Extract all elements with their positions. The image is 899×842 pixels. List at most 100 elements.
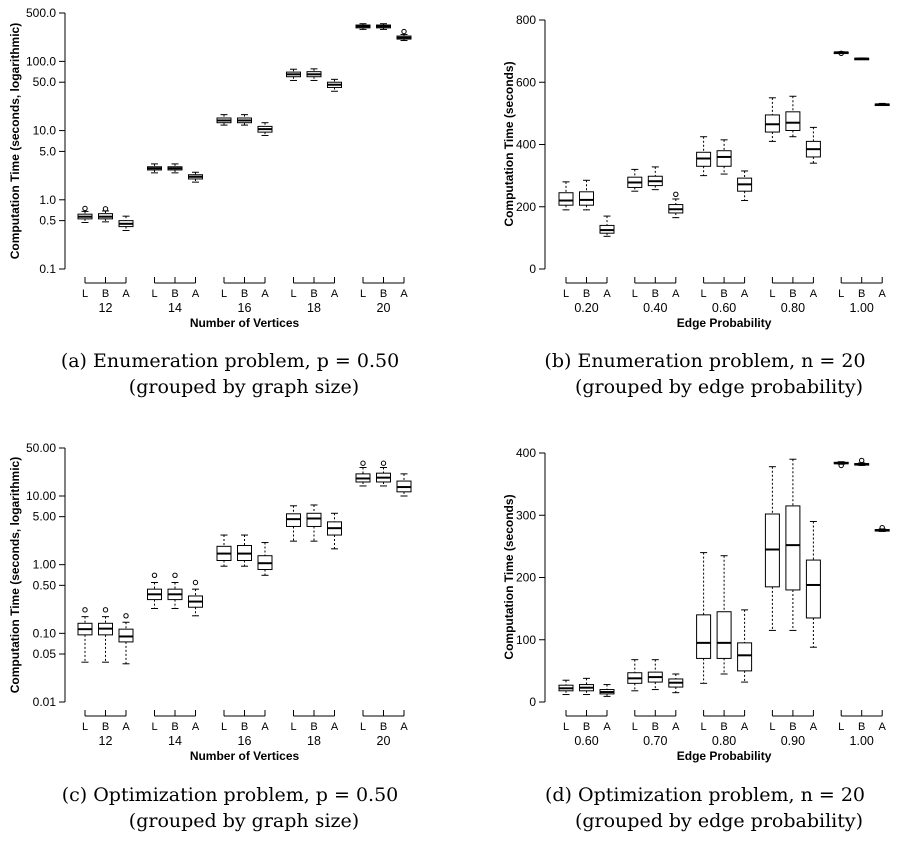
box-outlier <box>102 607 109 613</box>
x-sub-label: A <box>672 288 680 300</box>
x-sub-label: L <box>151 721 157 733</box>
box-iqr <box>805 559 821 619</box>
x-sub-label: B <box>789 721 796 733</box>
y-tick-label: 1.0 <box>39 193 56 207</box>
x-sub-label: B <box>310 288 317 300</box>
x-sub-label: L <box>290 288 296 300</box>
box-outlier <box>859 457 865 464</box>
y-tick-label: 50.0 <box>33 75 57 89</box>
box-iqr <box>785 111 801 131</box>
y-tick-label: 500.0 <box>26 6 56 20</box>
box-iqr <box>785 505 801 591</box>
x-sub-label: A <box>261 721 269 733</box>
caption-d-line1: (d) Optimization problem, n = 20 <box>544 784 865 806</box>
caption-c-line2: (grouped by graph size) <box>128 810 360 832</box>
box-outlier <box>82 607 88 613</box>
box-outlier <box>838 50 844 57</box>
y-tick-label: 0 <box>529 695 536 709</box>
box-iqr <box>716 150 732 167</box>
y-tick-label: 400 <box>516 446 536 460</box>
x-sub-label: L <box>82 721 88 733</box>
y-tick-label: 200 <box>516 571 536 585</box>
box-iqr <box>696 614 712 659</box>
x-sub-label: B <box>310 721 317 733</box>
x-sub-label: A <box>810 288 818 300</box>
x-sub-label: L <box>632 288 638 300</box>
x-sub-label: B <box>789 288 796 300</box>
x-sub-label: B <box>171 288 178 300</box>
box-iqr <box>716 611 732 659</box>
x-group-label: 18 <box>307 301 321 315</box>
x-sub-label: B <box>102 721 109 733</box>
x-sub-label: L <box>769 288 775 300</box>
caption-a-line2: (grouped by graph size) <box>128 376 360 398</box>
x-axis-title: Number of Vertices <box>190 316 300 330</box>
x-sub-label: L <box>221 288 227 300</box>
x-sub-label: B <box>241 721 248 733</box>
box-outlier <box>360 460 366 466</box>
x-group-label: 14 <box>168 301 182 315</box>
x-sub-label: A <box>741 721 749 733</box>
box-outlier <box>380 460 387 466</box>
x-sub-label: B <box>380 288 387 300</box>
y-tick-label: 300 <box>516 508 536 522</box>
caption-c-line1: (c) Optimization problem, p = 0.50 <box>61 784 399 806</box>
caption-b: (b) Enumeration problem, n = 20 (grouped… <box>520 348 890 400</box>
box-outlier <box>192 579 199 586</box>
box-outlier <box>673 191 679 198</box>
x-group-label: 0.70 <box>643 734 667 748</box>
x-group-label: 16 <box>238 734 252 748</box>
x-sub-label: A <box>261 288 269 300</box>
x-sub-label: B <box>171 721 178 733</box>
x-sub-label: A <box>741 288 749 300</box>
x-group-label: 0.60 <box>574 734 598 748</box>
x-sub-label: B <box>858 721 865 733</box>
box-iqr <box>558 192 574 206</box>
x-sub-label: A <box>672 721 680 733</box>
caption-c: (c) Optimization problem, p = 0.50 (grou… <box>60 782 400 834</box>
x-sub-label: A <box>192 721 200 733</box>
y-tick-label: 5.0 <box>39 144 56 158</box>
y-tick-label: 1.00 <box>33 558 57 572</box>
x-axis-title: Edge Probability <box>677 316 772 330</box>
x-sub-label: A <box>400 288 408 300</box>
caption-a-line1: (a) Enumeration problem, p = 0.50 <box>60 350 400 372</box>
y-axis-title: Computation Time (seconds) <box>502 61 516 226</box>
caption-d-line2: (grouped by edge probability) <box>574 810 864 832</box>
caption-a: (a) Enumeration problem, p = 0.50 (group… <box>60 348 400 400</box>
y-tick-label: 0.1 <box>39 262 56 276</box>
x-sub-label: L <box>838 721 844 733</box>
y-tick-label: 800 <box>516 13 536 27</box>
x-group-label: 1.00 <box>850 301 874 315</box>
box-outlier <box>82 205 88 212</box>
x-sub-label: L <box>290 721 296 733</box>
x-group-label: 0.80 <box>781 301 805 315</box>
x-sub-label: A <box>603 288 611 300</box>
x-sub-label: L <box>82 288 88 300</box>
x-sub-label: B <box>102 288 109 300</box>
x-sub-label: L <box>701 288 707 300</box>
x-sub-label: L <box>769 721 775 733</box>
x-sub-label: L <box>221 721 227 733</box>
y-tick-label: 100 <box>516 633 536 647</box>
caption-d: (d) Optimization problem, n = 20 (groupe… <box>520 782 890 834</box>
x-sub-label: A <box>810 721 818 733</box>
y-tick-label: 0.5 <box>39 214 56 228</box>
y-axis-title: Computation Time (seconds, logarithmic) <box>8 457 22 693</box>
x-sub-label: B <box>583 288 590 300</box>
x-sub-label: A <box>331 288 339 300</box>
x-sub-label: B <box>652 288 659 300</box>
chart-3: 0 100 200 300 400 Computation Time (seconds) L… <box>502 446 890 763</box>
x-group-label: 18 <box>307 734 321 748</box>
box-outlier <box>401 28 407 35</box>
box-outlier <box>879 525 885 531</box>
x-group-label: 0.20 <box>574 301 598 315</box>
box-iqr <box>579 191 594 206</box>
x-axis-title: Number of Vertices <box>190 749 300 763</box>
y-tick-label: 50.00 <box>26 441 56 455</box>
x-sub-label: B <box>583 721 590 733</box>
box-outlier <box>838 462 844 469</box>
x-sub-label: L <box>563 288 569 300</box>
y-tick-label: 0.01 <box>33 695 57 709</box>
